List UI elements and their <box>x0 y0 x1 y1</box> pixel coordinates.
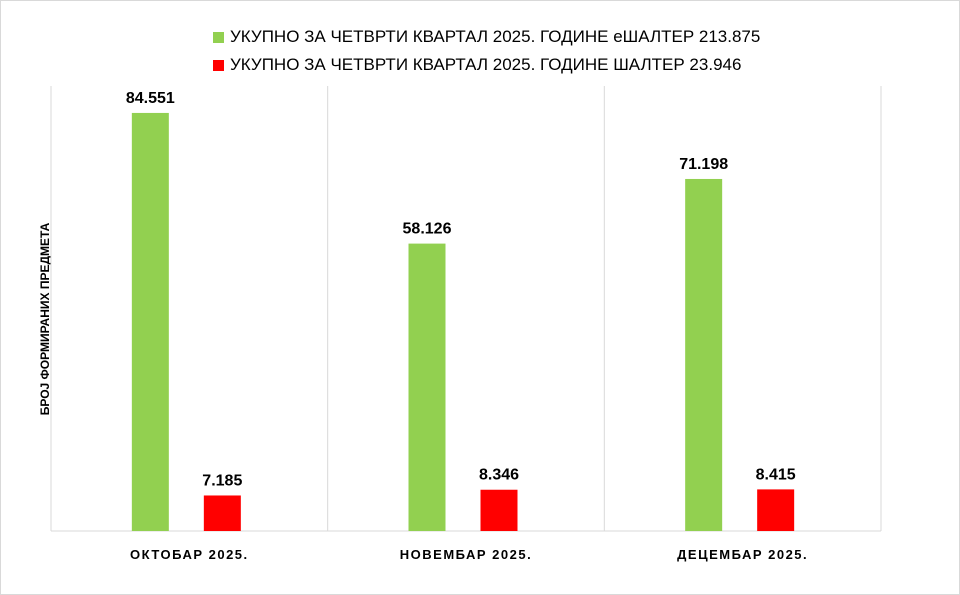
bar-shalter <box>757 489 795 531</box>
legend-item-eshalter: УКУПНО ЗА ЧЕТВРТИ КВАРТАЛ 2025. ГОДИНЕ е… <box>213 23 760 51</box>
bar-shalter <box>480 489 518 531</box>
bar-eshalter <box>685 178 723 531</box>
data-label: 7.185 <box>202 472 242 489</box>
x-tick-label: ОКТОБАР 2025. <box>130 547 249 562</box>
data-label: 84.551 <box>126 90 175 107</box>
x-tick-label: НОВЕМБАР 2025. <box>400 547 532 562</box>
legend: УКУПНО ЗА ЧЕТВРТИ КВАРТАЛ 2025. ГОДИНЕ е… <box>213 23 760 79</box>
bar-eshalter <box>408 243 446 531</box>
data-label: 58.126 <box>403 221 452 238</box>
bar-shalter <box>203 495 241 531</box>
bar-eshalter <box>131 112 169 532</box>
legend-label: УКУПНО ЗА ЧЕТВРТИ КВАРТАЛ 2025. ГОДИНЕ Ш… <box>230 55 742 74</box>
legend-label: УКУПНО ЗА ЧЕТВРТИ КВАРТАЛ 2025. ГОДИНЕ е… <box>230 27 761 46</box>
legend-swatch-green <box>213 31 224 43</box>
data-label: 8.415 <box>756 466 796 483</box>
data-label: 71.198 <box>679 156 728 173</box>
data-label: 8.346 <box>479 467 519 484</box>
x-tick-label: ДЕЦЕМБАР 2025. <box>677 547 808 562</box>
legend-item-shalter: УКУПНО ЗА ЧЕТВРТИ КВАРТАЛ 2025. ГОДИНЕ Ш… <box>213 51 760 79</box>
legend-swatch-red <box>213 59 224 71</box>
